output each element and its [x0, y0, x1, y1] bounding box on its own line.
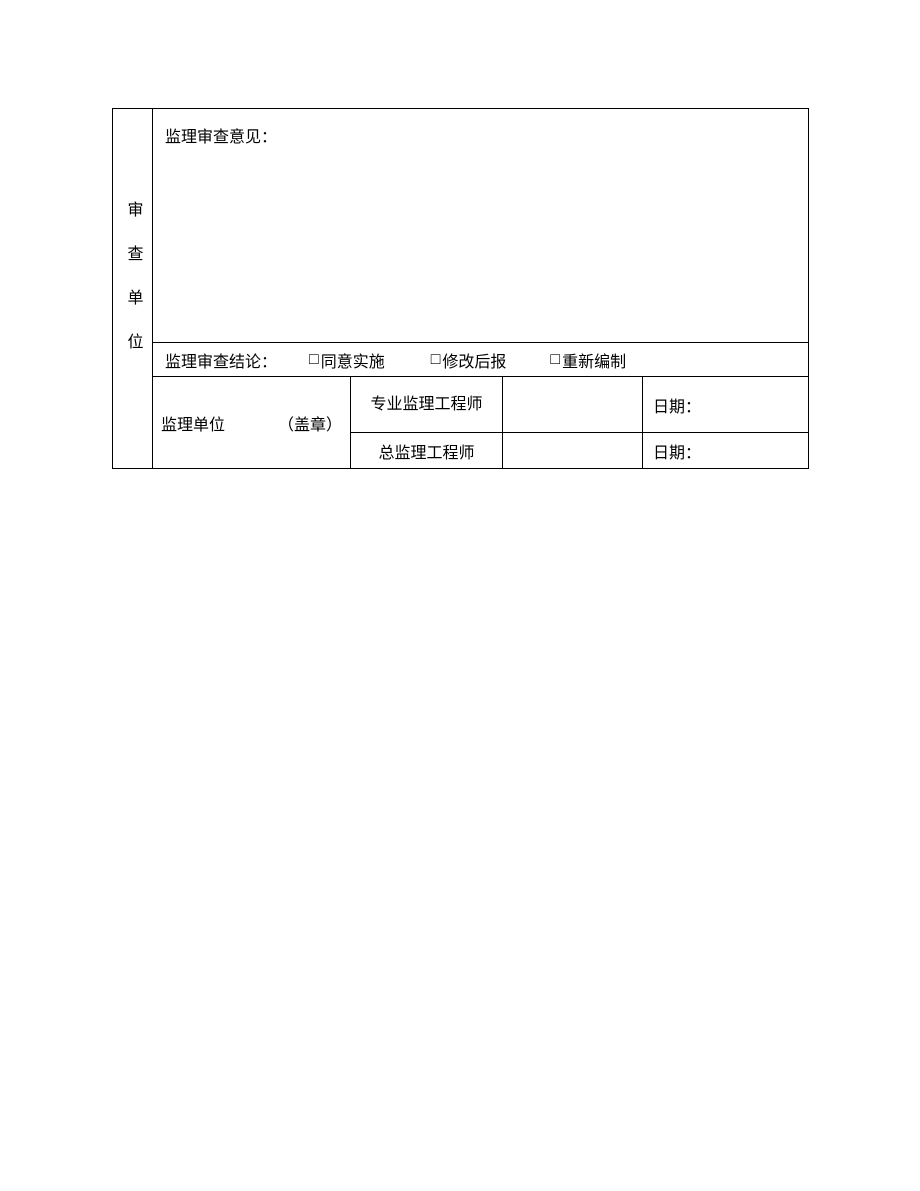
- unit-content: 监理单位 （盖章）: [161, 411, 342, 435]
- date-label: 日期：: [653, 399, 701, 416]
- specialist-engineer-label: 专业监理工程师: [370, 396, 482, 413]
- supervision-unit-cell: 监理单位 （盖章）: [153, 377, 351, 469]
- specialist-sign-cell[interactable]: [503, 377, 643, 433]
- conclusion-row: 监理审查结论： □ 同意实施 □ 修改后报 □ 重新编制: [113, 343, 809, 377]
- opinion-row: 审查单位 监理审查意见：: [113, 109, 809, 343]
- opinion-label: 监理审查意见：: [165, 129, 277, 146]
- conclusion-label: 监理审查结论：: [165, 348, 277, 372]
- opinion-cell: 监理审查意见：: [153, 109, 809, 343]
- checkbox-icon[interactable]: □: [550, 351, 560, 369]
- chief-sign-cell[interactable]: [503, 433, 643, 469]
- vertical-header-cell: 审查单位: [113, 109, 153, 469]
- specialist-row: 监理单位 （盖章） 专业监理工程师 日期：: [113, 377, 809, 433]
- stamp-label: （盖章）: [278, 411, 342, 435]
- unit-label: 监理单位: [161, 411, 225, 435]
- conclusion-content: 监理审查结论： □ 同意实施 □ 修改后报 □ 重新编制: [165, 348, 796, 372]
- vertical-header-text: 审查单位: [125, 201, 142, 377]
- conclusion-cell: 监理审查结论： □ 同意实施 □ 修改后报 □ 重新编制: [153, 343, 809, 377]
- chief-date-cell: 日期：: [643, 433, 809, 469]
- date-label: 日期：: [653, 445, 701, 462]
- specialist-engineer-label-cell: 专业监理工程师: [351, 377, 503, 433]
- checkbox-icon[interactable]: □: [431, 351, 441, 369]
- chief-engineer-label: 总监理工程师: [378, 445, 474, 462]
- form-table-container: 审查单位 监理审查意见： 监理审查结论： □ 同意实施 □ 修改后报 □ 重新编…: [112, 108, 808, 469]
- option-redo: 重新编制: [562, 348, 626, 372]
- checkbox-icon[interactable]: □: [309, 351, 319, 369]
- option-revise: 修改后报: [442, 348, 506, 372]
- chief-engineer-label-cell: 总监理工程师: [351, 433, 503, 469]
- specialist-date-cell: 日期：: [643, 377, 809, 433]
- option-agree: 同意实施: [321, 348, 385, 372]
- review-form-table: 审查单位 监理审查意见： 监理审查结论： □ 同意实施 □ 修改后报 □ 重新编…: [112, 108, 809, 469]
